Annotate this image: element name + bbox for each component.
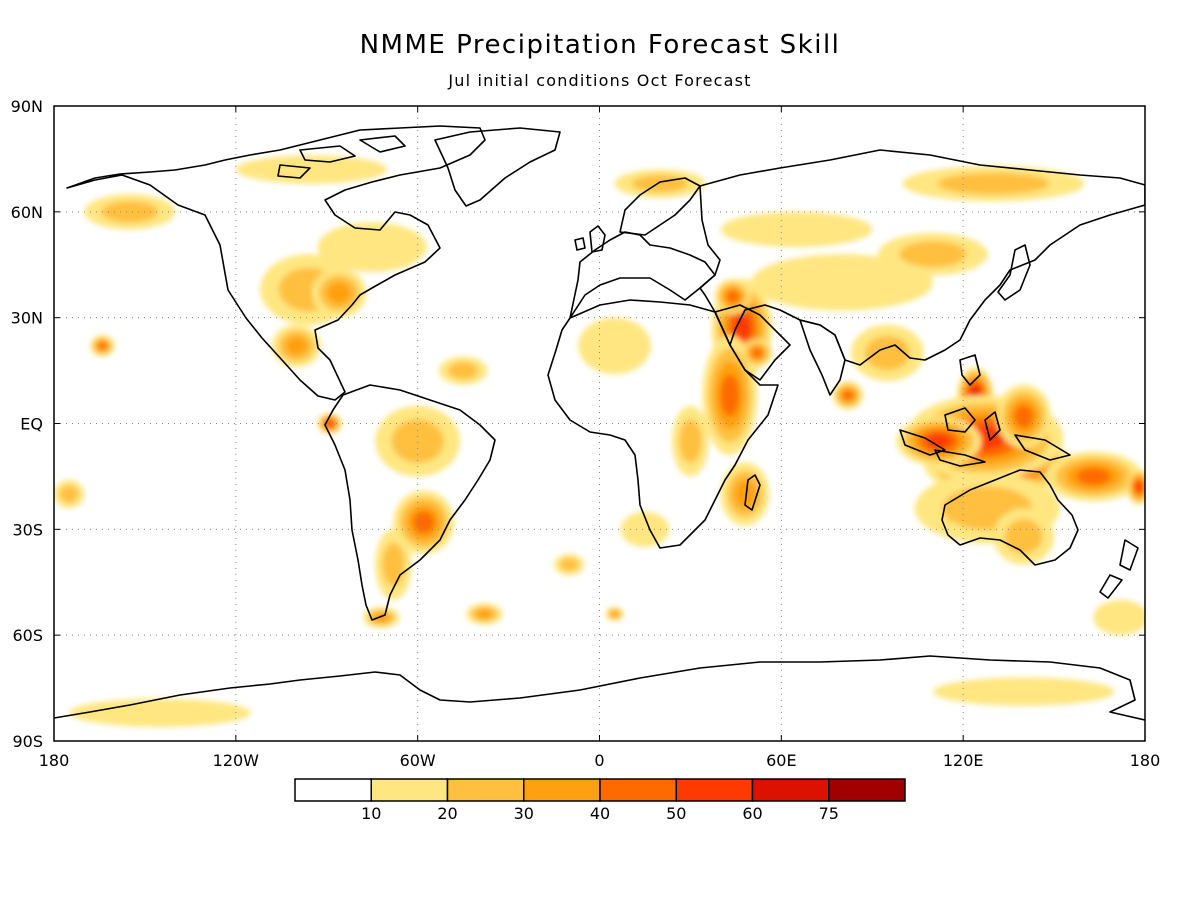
skill-region bbox=[865, 335, 910, 371]
colorbar-bin bbox=[828, 778, 906, 802]
skill-region bbox=[620, 511, 670, 547]
skill-region bbox=[899, 241, 967, 268]
map-subtitle: Jul initial conditions Oct Forecast bbox=[447, 71, 751, 90]
colorbar-label: 20 bbox=[437, 804, 457, 823]
skill-region bbox=[932, 677, 1115, 706]
coastline-india bbox=[799, 319, 846, 396]
x-tick-label: 180 bbox=[1130, 751, 1161, 770]
coastline-new-zealand bbox=[1099, 539, 1139, 599]
colorbar-bin bbox=[675, 778, 754, 802]
skill-region bbox=[679, 419, 702, 463]
colorbar-label: 40 bbox=[590, 804, 610, 823]
coastline-antarctica bbox=[54, 655, 1145, 721]
skill-region bbox=[391, 419, 444, 463]
y-tick-label: 60S bbox=[12, 626, 43, 645]
skill-region bbox=[578, 317, 652, 375]
y-tick-label: 30N bbox=[11, 309, 43, 328]
axis-ticks: 180 120W 60W 0 60E 120E 180 90N 60N 30N EQ 30S 60S 90… bbox=[11, 97, 1161, 770]
colorbar-label: 10 bbox=[361, 804, 381, 823]
coastline-maritime-continent bbox=[899, 354, 1071, 467]
skill-region bbox=[326, 281, 351, 304]
skill-region bbox=[733, 314, 751, 343]
skill-region bbox=[1135, 481, 1143, 493]
coastline-british-isles bbox=[574, 225, 606, 253]
skill-region bbox=[101, 200, 158, 223]
skill-region bbox=[476, 609, 493, 619]
colorbar-bin bbox=[370, 778, 449, 802]
x-tick-label: 0 bbox=[594, 751, 604, 770]
skill-region bbox=[726, 290, 740, 303]
skill-region bbox=[1093, 599, 1145, 636]
colorbar-bin bbox=[523, 778, 601, 802]
skill-region bbox=[1076, 467, 1111, 486]
colorbar-bin bbox=[751, 778, 830, 802]
colorbar-label: 75 bbox=[819, 804, 839, 823]
skill-region bbox=[448, 361, 479, 380]
colorbar-label: 60 bbox=[742, 804, 762, 823]
skill-region bbox=[69, 698, 251, 727]
skill-region bbox=[610, 610, 619, 618]
colorbar-bin bbox=[294, 778, 372, 802]
coastline-north-america bbox=[66, 125, 486, 401]
coastline-arabia bbox=[714, 304, 791, 381]
coastline-madagascar bbox=[744, 474, 761, 511]
skill-region bbox=[632, 174, 689, 193]
x-tick-label: 60E bbox=[766, 751, 796, 770]
skill-shading bbox=[54, 155, 1145, 727]
colorbar-label: 30 bbox=[514, 804, 534, 823]
skill-region bbox=[326, 420, 334, 427]
coastlines bbox=[54, 125, 1145, 721]
coastline-japan bbox=[997, 244, 1031, 301]
coastline-south-america bbox=[324, 384, 496, 621]
skill-region bbox=[373, 612, 390, 623]
y-tick-label: 90S bbox=[12, 732, 43, 751]
skill-region bbox=[751, 348, 763, 358]
y-tick-label: 30S bbox=[12, 520, 43, 539]
skill-region bbox=[285, 336, 308, 356]
skill-region bbox=[413, 511, 435, 534]
x-tick-label: 120W bbox=[213, 751, 260, 770]
y-tick-label: 90N bbox=[11, 97, 43, 116]
skill-region bbox=[937, 172, 1050, 195]
skill-region bbox=[382, 542, 405, 587]
coastline-australia bbox=[941, 469, 1079, 566]
coastline-greenland bbox=[434, 127, 561, 207]
x-tick-label: 60W bbox=[400, 751, 436, 770]
skill-region bbox=[720, 374, 740, 417]
skill-region bbox=[59, 485, 79, 503]
colorbar-bin bbox=[599, 778, 677, 802]
skill-region bbox=[559, 558, 579, 572]
skill-region bbox=[734, 479, 756, 509]
x-tick-label: 120E bbox=[943, 751, 984, 770]
skill-region bbox=[235, 155, 388, 184]
x-tick-label: 180 bbox=[39, 751, 70, 770]
colorbar: 10 20 30 40 50 60 75 bbox=[294, 778, 906, 823]
y-tick-label: 60N bbox=[11, 203, 43, 222]
skill-region bbox=[751, 254, 933, 311]
skill-region bbox=[1005, 519, 1043, 554]
skill-region bbox=[842, 390, 854, 401]
skill-region bbox=[926, 434, 952, 449]
colorbar-bin bbox=[446, 778, 525, 802]
y-tick-label: EQ bbox=[20, 415, 43, 434]
coastline-europe bbox=[569, 231, 716, 319]
map-title: NMME Precipitation Forecast Skill bbox=[360, 30, 841, 60]
coastline-arctic-islands bbox=[277, 135, 406, 179]
skill-region bbox=[1014, 405, 1034, 428]
colorbar-label: 50 bbox=[666, 804, 686, 823]
skill-region bbox=[98, 342, 107, 350]
skill-region bbox=[317, 222, 427, 272]
skill-region bbox=[720, 211, 873, 248]
